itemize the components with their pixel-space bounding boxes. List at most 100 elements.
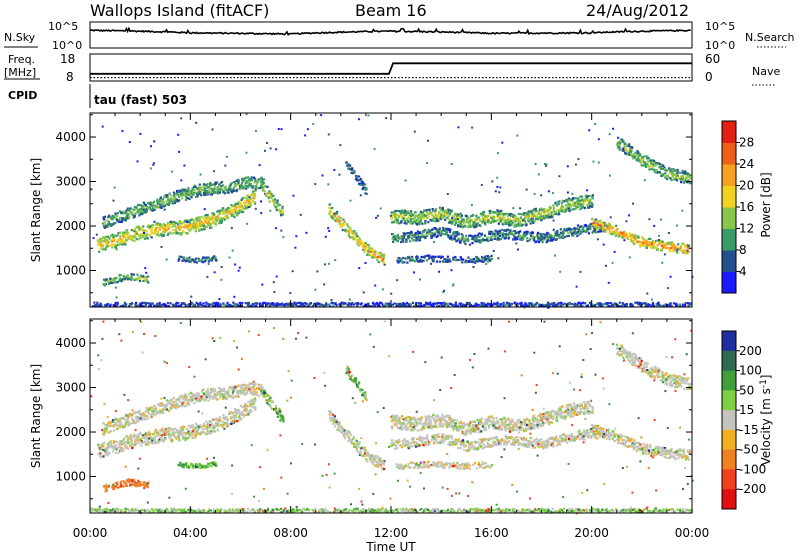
data-cell (150, 437, 152, 439)
data-cell (226, 215, 228, 217)
data-cell (215, 192, 217, 194)
data-cell (102, 455, 104, 457)
data-cell (264, 185, 266, 187)
data-cell (461, 220, 463, 222)
data-cell (243, 202, 245, 204)
data-cell (141, 213, 143, 215)
data-cell (356, 304, 358, 306)
freq-left-tick-top: 18 (60, 52, 75, 66)
data-cell (119, 235, 121, 237)
data-cell (433, 234, 435, 236)
data-cell (446, 303, 448, 305)
data-cell (221, 181, 223, 183)
data-cell (156, 199, 158, 201)
data-cell (130, 237, 132, 239)
data-cell (324, 304, 326, 306)
data-cell (464, 240, 466, 242)
data-cell (356, 179, 358, 181)
data-cell (415, 215, 417, 217)
data-cell (190, 296, 192, 298)
data-cell (267, 302, 269, 304)
data-cell (196, 261, 198, 263)
data-cell (220, 187, 222, 189)
data-cell (494, 238, 496, 240)
data-cell (252, 187, 254, 189)
data-cell (606, 226, 608, 228)
data-cell (453, 304, 455, 306)
data-cell (107, 281, 109, 283)
data-cell (246, 197, 248, 199)
data-cell (146, 235, 148, 237)
data-cell (617, 142, 619, 144)
data-cell (223, 304, 225, 306)
data-cell (516, 135, 518, 137)
data-cell (145, 272, 147, 274)
data-cell (626, 303, 628, 305)
data-cell (201, 229, 203, 231)
data-cell (247, 203, 249, 205)
data-cell (181, 222, 183, 224)
data-cell (571, 193, 573, 195)
data-cell (461, 261, 463, 263)
data-cell (514, 238, 516, 240)
data-cell (630, 150, 632, 152)
data-cell (574, 227, 576, 229)
data-cell (519, 237, 521, 239)
data-cell (137, 204, 139, 206)
data-cell (595, 219, 597, 221)
data-cell (339, 220, 341, 222)
data-cell (580, 231, 582, 233)
data-cell (97, 444, 99, 446)
data-cell (90, 188, 92, 190)
data-cell (637, 157, 639, 159)
data-cell (527, 216, 529, 218)
data-cell (688, 305, 690, 307)
data-cell (250, 204, 252, 206)
data-cell (128, 216, 130, 218)
data-cell (222, 414, 224, 416)
data-cell (580, 271, 582, 273)
data-cell (195, 122, 197, 124)
data-cell (456, 240, 458, 242)
data-cell (447, 193, 449, 195)
data-cell (406, 262, 408, 264)
data-cell (577, 158, 579, 160)
data-cell (329, 203, 331, 205)
data-cell (111, 246, 113, 248)
data-cell (439, 261, 441, 263)
data-cell (261, 284, 263, 286)
data-cell (451, 269, 453, 271)
data-cell (503, 303, 505, 305)
data-cell (461, 233, 463, 235)
data-cell (460, 302, 462, 304)
data-cell (188, 224, 190, 226)
data-cell (670, 276, 672, 278)
data-cell (178, 151, 180, 153)
data-cell (442, 233, 444, 235)
data-cell (635, 241, 637, 243)
data-cell (501, 303, 503, 305)
data-cell (305, 232, 307, 234)
data-cell (349, 168, 351, 170)
data-cell (229, 207, 231, 209)
data-cell (434, 212, 436, 214)
data-cell (630, 153, 632, 155)
data-cell (569, 210, 571, 212)
data-cell (171, 171, 173, 173)
data-cell (118, 244, 120, 246)
data-cell (145, 276, 147, 278)
data-cell (572, 198, 574, 200)
data-cell (497, 239, 499, 241)
data-cell (526, 189, 528, 191)
data-cell (468, 217, 470, 219)
data-cell (142, 280, 144, 282)
data-cell (236, 203, 238, 205)
data-cell (189, 221, 191, 223)
data-cell (173, 192, 175, 194)
data-cell (657, 248, 659, 250)
data-cell (392, 233, 394, 235)
power-panel-frame (90, 113, 692, 307)
data-cell (484, 256, 486, 258)
data-cell (659, 305, 661, 307)
data-cell (111, 282, 113, 284)
